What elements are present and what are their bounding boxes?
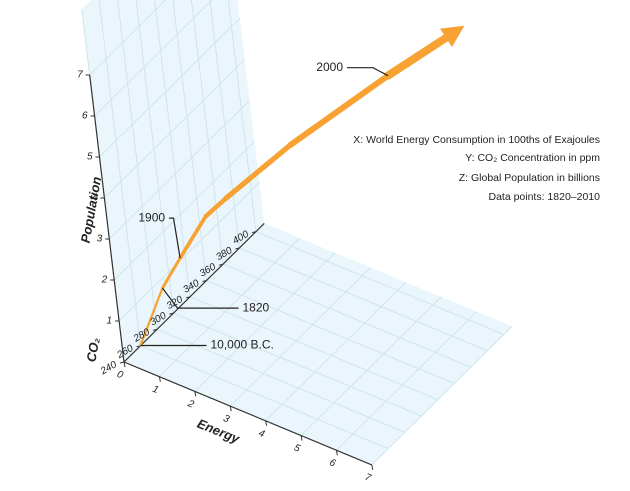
point-label: 2000 <box>316 60 343 74</box>
x-tick-label: 1 <box>151 384 160 396</box>
grid-line <box>172 0 207 281</box>
x-tick <box>371 464 374 470</box>
x-tick <box>194 391 197 397</box>
leader-line <box>162 287 239 309</box>
y-tick <box>202 280 207 282</box>
grid-line <box>265 281 407 422</box>
curve-segment <box>160 256 182 290</box>
x-tick-label: 5 <box>292 442 302 454</box>
curve-segment <box>178 214 208 260</box>
grid-line <box>99 18 241 158</box>
y-tick <box>185 296 191 299</box>
x-tick-label: 2 <box>185 398 196 411</box>
grid-line <box>104 59 246 199</box>
note: Data points: 1820–2010 <box>488 191 600 203</box>
y-axis-title: CO₂ <box>83 336 102 363</box>
grid-line <box>189 296 438 401</box>
note: Y: CO₂ Concentration in ppm <box>465 152 600 164</box>
grid-line <box>227 0 257 232</box>
axes <box>85 74 374 470</box>
y-tick <box>169 312 174 315</box>
z-axis <box>89 74 125 363</box>
x-tick <box>300 435 303 441</box>
y-tick <box>218 263 224 266</box>
grid-line <box>159 237 301 378</box>
curve-segment <box>223 142 293 201</box>
grid-line <box>239 247 488 352</box>
point-label: 1900 <box>138 210 165 224</box>
x-tick <box>265 420 268 426</box>
grid-line <box>154 0 191 297</box>
y-tick <box>251 231 257 234</box>
z-tick-label: 4 <box>92 193 98 204</box>
back-wall <box>81 0 265 362</box>
grid-line <box>229 267 371 407</box>
grid-line <box>206 280 455 384</box>
note: Z: Global Population in billions <box>459 172 600 184</box>
y-tick <box>119 361 125 364</box>
x-tick-label: 3 <box>222 413 232 425</box>
floor <box>124 223 512 465</box>
y-tick <box>235 247 240 250</box>
planes <box>81 0 513 466</box>
x-tick <box>123 361 126 368</box>
x-axis <box>123 361 373 466</box>
grid-line <box>209 0 240 248</box>
x-tick-label: 7 <box>363 472 373 484</box>
grid-line <box>222 263 471 368</box>
z-tick-label: 2 <box>101 275 108 286</box>
curve-segment <box>139 286 164 347</box>
x-tick <box>335 450 338 456</box>
grid-line <box>140 345 389 450</box>
grid-line <box>194 252 336 392</box>
x-tick-label: 0 <box>115 369 125 381</box>
grid-line <box>336 311 478 451</box>
x-tick <box>229 406 232 412</box>
x-axis-title: Energy <box>195 416 242 447</box>
grid-line <box>118 182 260 322</box>
note: X: World Energy Consumption in 100ths of… <box>353 134 600 146</box>
arrow-head <box>440 25 465 47</box>
grid-line <box>89 0 167 76</box>
z-tick-label: 3 <box>97 234 103 245</box>
grid-line <box>173 312 422 417</box>
curve <box>139 25 465 347</box>
z-tick-label: 5 <box>87 152 93 163</box>
curve-segment <box>203 196 229 219</box>
grid-line <box>98 0 141 346</box>
grid-line <box>94 0 213 117</box>
curve-segment <box>384 33 450 80</box>
grid-line <box>117 0 158 330</box>
leader-line <box>169 217 181 259</box>
grid-line <box>113 141 255 281</box>
z-tick-label: 7 <box>77 70 83 81</box>
grid-line <box>371 325 513 466</box>
curve-segment <box>287 72 391 149</box>
grid-line <box>135 0 174 314</box>
leader-line <box>347 67 389 77</box>
x-tick <box>158 376 161 382</box>
point-label: 1820 <box>242 300 269 314</box>
z-tick-label: 1 <box>107 316 113 327</box>
grid-line <box>156 328 405 433</box>
z-tick-label: 6 <box>82 111 88 122</box>
x-tick-label: 6 <box>328 457 338 469</box>
grid-line <box>300 296 442 436</box>
point-label: 10,000 B.C. <box>210 338 273 352</box>
x-tick-label: 4 <box>257 428 267 440</box>
grid-line <box>108 100 250 240</box>
grid-line <box>255 231 504 335</box>
y-axis <box>123 223 265 363</box>
y-tick <box>152 328 158 331</box>
